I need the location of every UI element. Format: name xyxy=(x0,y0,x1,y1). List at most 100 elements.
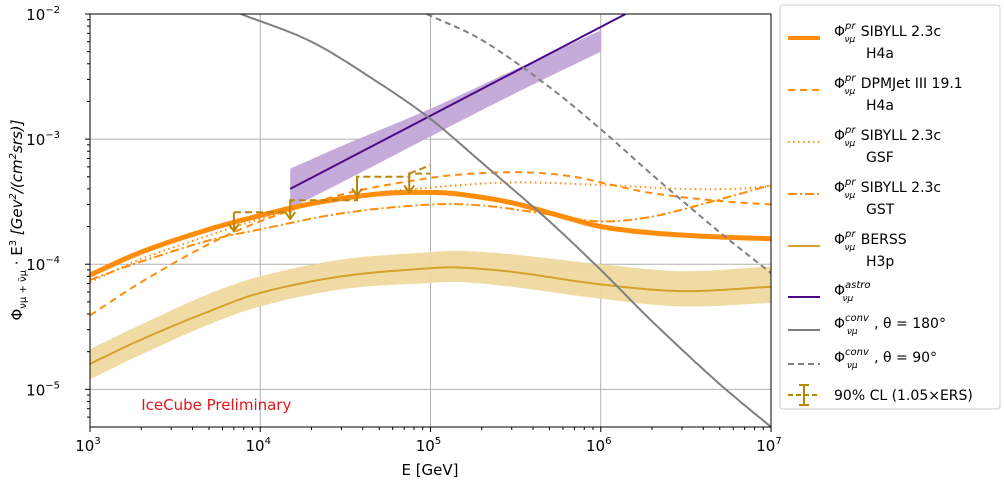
x-tick-label: 104 xyxy=(246,436,271,455)
series-dpmjet-h4a xyxy=(90,171,771,317)
tick-base: 10 xyxy=(75,437,94,455)
y-tick-label: 10−4 xyxy=(26,255,60,274)
legend-label-dpmjet-h4a: Φpr νμ DPMJet III 19.1 xyxy=(834,73,963,97)
limit-arrow-head xyxy=(284,211,297,221)
legend-sub: νμ xyxy=(843,294,854,304)
legend-label-astro: Φastro νμ xyxy=(834,280,871,304)
legend-label-sibyll-gsf: Φpr νμ SIBYLL 2.3c xyxy=(834,125,941,149)
legend-sup: pr xyxy=(844,229,856,240)
tick-exp: 3 xyxy=(94,436,100,447)
y-label-sup: 3 xyxy=(8,240,19,246)
legend-name: , θ = 180° xyxy=(870,316,946,332)
legend-phi: Φ xyxy=(834,316,845,332)
legend-label-conv-180: Φconv νμ , θ = 180° xyxy=(834,313,946,337)
annotation-text: IceCube Preliminary xyxy=(141,396,291,414)
legend-phi: Φ xyxy=(834,24,845,40)
y-tick-label: 10−2 xyxy=(26,5,60,24)
y-label-mid: · E xyxy=(8,246,26,270)
x-tick-label: 106 xyxy=(586,436,611,455)
tick-base: 10 xyxy=(26,131,45,149)
legend-sup: conv xyxy=(845,313,870,324)
legend-phi: Φ xyxy=(834,128,845,144)
legend-phi: Φ xyxy=(834,232,845,248)
series-astro xyxy=(289,14,627,190)
tick-exp: −5 xyxy=(45,380,60,391)
x-tick-label: 103 xyxy=(75,436,100,455)
y-label-unit-open: [Gev xyxy=(8,198,26,239)
legend-sup: pr xyxy=(844,73,856,84)
tick-exp: 4 xyxy=(265,436,271,447)
y-label-prefix: Φ xyxy=(8,309,26,321)
legend-phi: Φ xyxy=(834,350,845,366)
series-sibyll-h4a xyxy=(90,189,771,278)
legend-name: SIBYLL 2.3c xyxy=(856,128,941,144)
y-label-unit-end: srs)] xyxy=(8,119,26,153)
legend-sub: νμ xyxy=(845,191,856,201)
uncertainty-bands xyxy=(90,30,771,380)
legend-label2-sibyll-gsf: GSF xyxy=(866,150,894,166)
upper-limits xyxy=(228,164,431,233)
legend-label-conv-90: Φconv νμ , θ = 90° xyxy=(834,347,937,371)
tick-exp: 5 xyxy=(435,436,441,447)
tick-base: 10 xyxy=(246,437,265,455)
legend-label-sibyll-gst: Φpr νμ SIBYLL 2.3c xyxy=(834,177,941,201)
limit-arrow-head xyxy=(351,188,363,198)
tick-exp: −2 xyxy=(45,5,60,16)
legend-frame xyxy=(779,4,1001,410)
legend-sub: νμ xyxy=(845,87,856,97)
legend-label-berss-h3p: Φpr νμ BERSS xyxy=(834,229,907,253)
x-tick-label: 105 xyxy=(416,436,441,455)
legend-label2-sibyll-h4a: H4a xyxy=(866,46,894,62)
y-label-sub: νμ + ν̄μ xyxy=(18,269,29,308)
legend-label-sibyll-h4a: Φpr νμ SIBYLL 2.3c xyxy=(834,21,941,45)
legend-name: , θ = 90° xyxy=(870,350,937,366)
legend-phi: Φ xyxy=(834,76,845,92)
legend-sub: νμ xyxy=(845,35,856,45)
x-tick-label: 107 xyxy=(756,436,781,455)
legend-name: BERSS xyxy=(856,232,907,248)
legend-name: DPMJet III 19.1 xyxy=(856,76,962,92)
series-berss-h3p xyxy=(90,266,771,365)
legend-sup: astro xyxy=(845,280,871,291)
legend-sub: νμ xyxy=(847,361,858,371)
series-conv-180 xyxy=(240,14,771,427)
tick-exp: 7 xyxy=(775,436,781,447)
tick-base: 10 xyxy=(586,437,605,455)
legend-sub: νμ xyxy=(845,243,856,253)
legend-name: SIBYLL 2.3c xyxy=(856,24,941,40)
series-conv-90 xyxy=(426,14,771,274)
tick-base: 10 xyxy=(26,256,45,274)
tick-base: 10 xyxy=(26,381,45,399)
limit-tail xyxy=(408,164,431,175)
legend-sup: conv xyxy=(845,347,870,358)
legend-sup: pr xyxy=(844,21,856,32)
legend: Φpr νμ SIBYLL 2.3c H4a Φpr νμ DPMJet III 19.… xyxy=(779,4,1001,410)
legend-label2-sibyll-gst: GST xyxy=(866,202,895,218)
y-label-unit-sup2: 2 xyxy=(8,153,19,159)
legend-phi: Φ xyxy=(834,180,845,196)
limit-arrow-head xyxy=(228,223,240,233)
tick-exp: −4 xyxy=(45,255,60,266)
legend-name: SIBYLL 2.3c xyxy=(856,180,941,196)
tick-exp: −3 xyxy=(45,130,60,141)
series-sibyll-gsf xyxy=(90,181,771,284)
limit-arrow-head xyxy=(403,184,416,195)
y-tick-label: 10−5 xyxy=(26,380,60,399)
tick-base: 10 xyxy=(26,6,45,24)
legend-label-limit: 90% CL (1.05×ERS) xyxy=(834,388,973,404)
tick-exp: 6 xyxy=(605,436,611,447)
tick-base: 10 xyxy=(416,437,435,455)
y-label-unit-sup: 2 xyxy=(8,193,19,199)
x-axis-label: E [GeV] xyxy=(401,461,458,479)
legend-sup: pr xyxy=(844,177,856,188)
y-tick-label: 10−3 xyxy=(26,130,60,149)
legend-phi: Φ xyxy=(834,283,845,299)
legend-label2-dpmjet-h4a: H4a xyxy=(866,98,894,114)
legend-label2-berss-h3p: H3p xyxy=(866,254,894,270)
series-sibyll-gst xyxy=(90,184,771,281)
data-series xyxy=(90,14,771,427)
y-axis-label: Φνμ + ν̄μ · E3 [Gev2/(cm2srs)] xyxy=(8,119,29,320)
astro-band xyxy=(290,30,601,209)
